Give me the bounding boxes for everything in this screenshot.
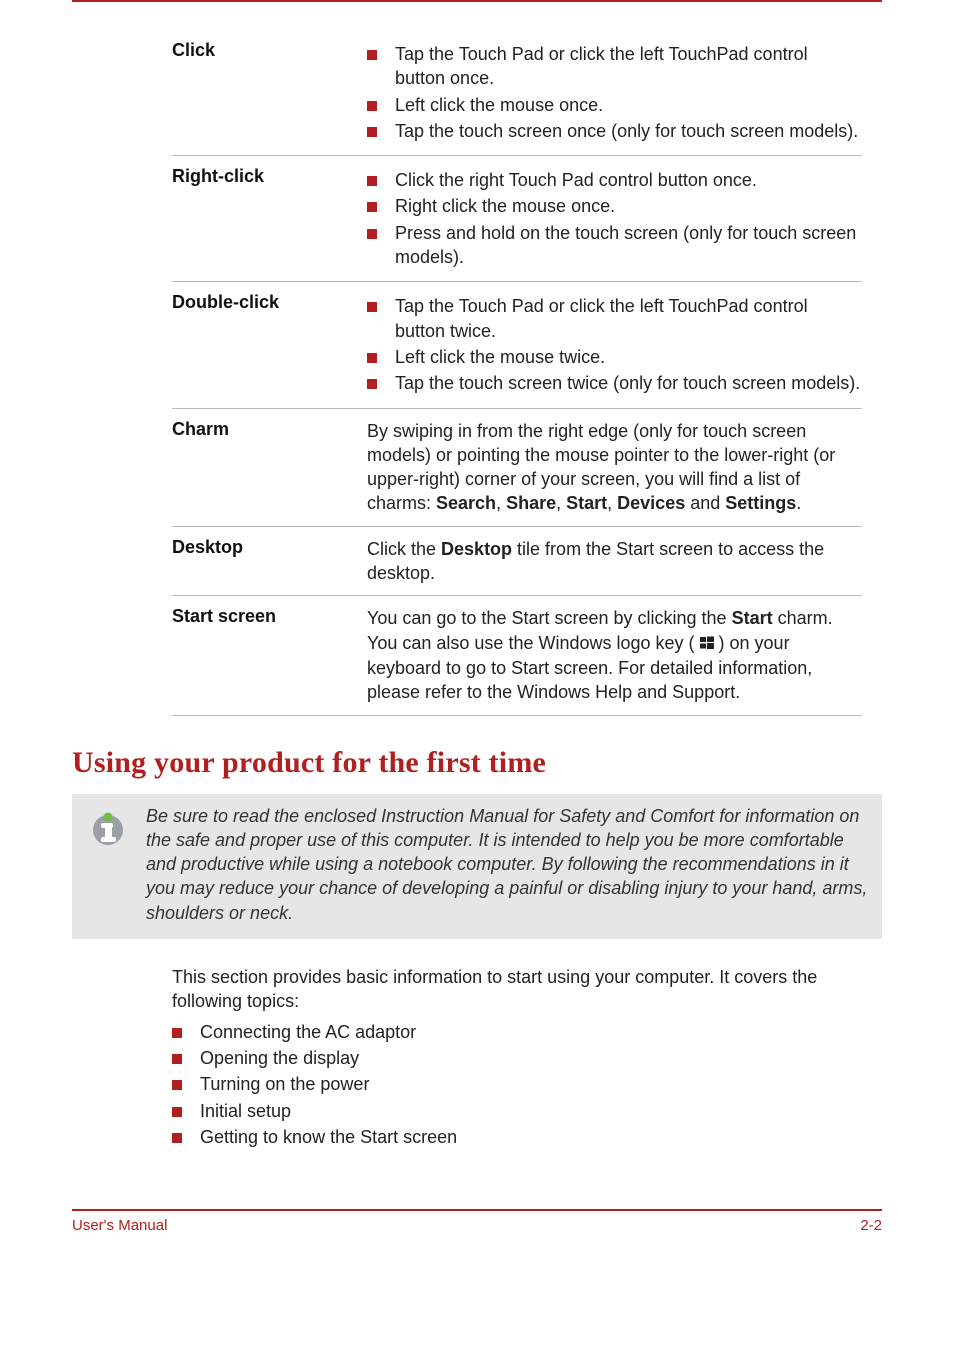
desktop-paragraph: Click the Desktop tile from the Start sc… (367, 537, 862, 586)
list: Click the right Touch Pad control button… (367, 168, 862, 269)
bullet-icon (367, 194, 395, 218)
bold-devices: Devices (617, 493, 685, 513)
list-item: Tap the touch screen twice (only for tou… (367, 371, 862, 395)
text: Click the (367, 539, 441, 559)
note-text: Be sure to read the enclosed Instruction… (146, 804, 868, 925)
list-item: Connecting the AC adaptor (172, 1020, 852, 1044)
list-text: Tap the Touch Pad or click the left Touc… (395, 42, 862, 91)
desc-double-click: Tap the Touch Pad or click the left Touc… (367, 292, 862, 397)
table-row: Start screen You can go to the Start scr… (172, 596, 862, 715)
term-click: Click (172, 40, 367, 145)
list: Tap the Touch Pad or click the left Touc… (367, 294, 862, 395)
footer: User's Manual 2-2 (72, 1209, 882, 1234)
bold-start: Start (732, 608, 773, 628)
desc-desktop: Click the Desktop tile from the Start sc… (367, 537, 862, 586)
bullet-icon (367, 93, 395, 117)
note-box: Be sure to read the enclosed Instruction… (72, 794, 882, 939)
table-row: Desktop Click the Desktop tile from the … (172, 527, 862, 597)
windows-logo-icon (700, 632, 714, 656)
bold-search: Search (436, 493, 496, 513)
list-text: Tap the Touch Pad or click the left Touc… (395, 294, 862, 343)
bullet-icon (367, 42, 395, 66)
term-double-click: Double-click (172, 292, 367, 397)
desc-charm: By swiping in from the right edge (only … (367, 419, 862, 516)
list-text: Press and hold on the touch screen (only… (395, 221, 862, 270)
list-text: Initial setup (200, 1099, 852, 1123)
table-row: Click Tap the Touch Pad or click the lef… (172, 30, 862, 156)
text: and (685, 493, 725, 513)
bullet-icon (172, 1099, 200, 1123)
list-item: Right click the mouse once. (367, 194, 862, 218)
list-text: Opening the display (200, 1046, 852, 1070)
body-intro: This section provides basic information … (172, 965, 852, 1014)
desc-click: Tap the Touch Pad or click the left Touc… (367, 40, 862, 145)
text: , (607, 493, 617, 513)
list-item: Tap the touch screen once (only for touc… (367, 119, 862, 143)
list-text: Left click the mouse twice. (395, 345, 862, 369)
list-item: Left click the mouse twice. (367, 345, 862, 369)
desc-right-click: Click the right Touch Pad control button… (367, 166, 862, 271)
list-item: Press and hold on the touch screen (only… (367, 221, 862, 270)
footer-right: 2-2 (860, 1217, 882, 1234)
bullet-icon (367, 371, 395, 395)
bullet-icon (172, 1125, 200, 1149)
text: , (556, 493, 566, 513)
footer-left: User's Manual (72, 1217, 167, 1234)
bold-desktop: Desktop (441, 539, 512, 559)
bullet-icon (172, 1046, 200, 1070)
table-row: Double-click Tap the Touch Pad or click … (172, 282, 862, 408)
desc-start-screen: You can go to the Start screen by clicki… (367, 606, 862, 704)
bold-start: Start (566, 493, 607, 513)
bullet-icon (367, 294, 395, 318)
page: Click Tap the Touch Pad or click the lef… (0, 0, 954, 1274)
bold-share: Share (506, 493, 556, 513)
term-start-screen: Start screen (172, 606, 367, 704)
list-text: Getting to know the Start screen (200, 1125, 852, 1149)
info-icon (78, 804, 138, 925)
term-desktop: Desktop (172, 537, 367, 586)
bullet-icon (172, 1072, 200, 1096)
list-item: Left click the mouse once. (367, 93, 862, 117)
bullet-icon (367, 119, 395, 143)
list: Tap the Touch Pad or click the left Touc… (367, 42, 862, 143)
list-text: Tap the touch screen twice (only for tou… (395, 371, 862, 395)
text: . (796, 493, 801, 513)
bold-settings: Settings (725, 493, 796, 513)
list-text: Left click the mouse once. (395, 93, 862, 117)
body-list: Connecting the AC adaptor Opening the di… (172, 1020, 852, 1149)
list-text: Right click the mouse once. (395, 194, 862, 218)
list-text: Tap the touch screen once (only for touc… (395, 119, 862, 143)
list-item: Getting to know the Start screen (172, 1125, 852, 1149)
bullet-icon (172, 1020, 200, 1044)
top-rule (72, 0, 882, 2)
term-charm: Charm (172, 419, 367, 516)
list-item: Tap the Touch Pad or click the left Touc… (367, 42, 862, 91)
bullet-icon (367, 168, 395, 192)
charm-paragraph: By swiping in from the right edge (only … (367, 419, 862, 516)
list-item: Opening the display (172, 1046, 852, 1070)
body-block: This section provides basic information … (172, 965, 852, 1149)
list-item: Initial setup (172, 1099, 852, 1123)
definition-table: Click Tap the Touch Pad or click the lef… (172, 30, 862, 716)
list-text: Click the right Touch Pad control button… (395, 168, 862, 192)
table-row: Charm By swiping in from the right edge … (172, 409, 862, 527)
bullet-icon (367, 345, 395, 369)
list-text: Turning on the power (200, 1072, 852, 1096)
text: You can go to the Start screen by clicki… (367, 608, 732, 628)
start-paragraph: You can go to the Start screen by clicki… (367, 606, 862, 704)
list-text: Connecting the AC adaptor (200, 1020, 852, 1044)
list-item: Click the right Touch Pad control button… (367, 168, 862, 192)
section-heading: Using your product for the first time (72, 746, 882, 780)
term-right-click: Right-click (172, 166, 367, 271)
bullet-icon (367, 221, 395, 245)
list-item: Turning on the power (172, 1072, 852, 1096)
table-row: Right-click Click the right Touch Pad co… (172, 156, 862, 282)
list-item: Tap the Touch Pad or click the left Touc… (367, 294, 862, 343)
text: , (496, 493, 506, 513)
